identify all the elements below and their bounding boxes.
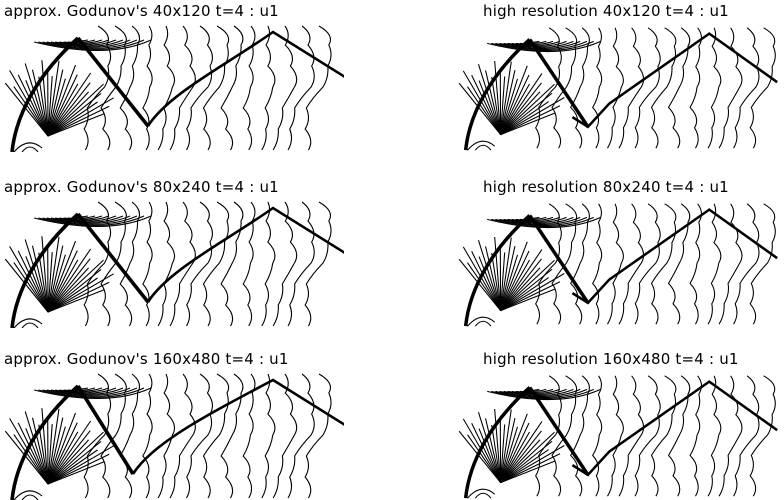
- contour-line: [750, 28, 775, 148]
- contour-line: [143, 202, 152, 326]
- panel-title: high resolution 40x120 t=4 : u1: [483, 2, 729, 20]
- contour-line: [22, 323, 38, 328]
- contour-plot: [4, 24, 344, 152]
- contour-line: [635, 376, 660, 496]
- contour-line: [635, 204, 660, 324]
- contour-line: [501, 268, 540, 311]
- contour-line: [186, 374, 212, 498]
- panel-high-160x480: high resolution 160x480 t=4 : u1: [454, 350, 784, 500]
- contour-line: [170, 202, 195, 326]
- contour-line: [221, 26, 243, 150]
- contour-line: [158, 26, 174, 150]
- contour-plot: [4, 372, 344, 500]
- contour-line: [143, 26, 152, 150]
- contour-line: [734, 376, 759, 496]
- contour-line: [475, 321, 491, 326]
- panel-title: high resolution 160x480 t=4 : u1: [483, 350, 739, 368]
- panel-approx-160x480: approx. Godunov's 160x480 t=4 : u1: [4, 350, 344, 500]
- panel-title: approx. Godunov's 80x240 t=4 : u1: [4, 178, 279, 196]
- contour-line: [750, 376, 775, 496]
- panel-approx-80x240: approx. Godunov's 80x240 t=4 : u1: [4, 178, 344, 328]
- contour-plot: [454, 24, 784, 152]
- contour-line: [593, 376, 602, 496]
- contour-line: [501, 440, 540, 483]
- panel-title: high resolution 80x240 t=4 : u1: [483, 178, 729, 196]
- incident-shock-line: [530, 39, 588, 126]
- incident-shock-line: [530, 387, 588, 474]
- contour-line: [708, 376, 721, 496]
- contour-line: [22, 495, 38, 500]
- contour-line: [734, 204, 759, 324]
- panel-title: approx. Godunov's 160x480 t=4 : u1: [4, 350, 289, 368]
- contour-line: [719, 204, 742, 324]
- contour-line: [475, 493, 491, 498]
- contour-line: [593, 28, 602, 148]
- contour-line: [262, 374, 275, 498]
- contour-line: [669, 28, 690, 148]
- contour-line: [607, 376, 623, 496]
- contour-line: [635, 28, 660, 148]
- panel-high-80x240: high resolution 80x240 t=4 : u1: [454, 178, 784, 328]
- contour-line: [501, 92, 540, 135]
- contour-line: [158, 374, 174, 498]
- contour-line: [669, 376, 690, 496]
- contour-line: [143, 374, 152, 498]
- contour-line: [158, 202, 174, 326]
- contour-line: [305, 202, 331, 326]
- contour-line: [719, 376, 742, 496]
- contour-line: [475, 145, 491, 150]
- incident-shock-line: [530, 215, 588, 302]
- contour-line: [734, 28, 759, 148]
- contour-line: [170, 26, 195, 150]
- contour-line: [305, 26, 331, 150]
- contour-line: [593, 204, 602, 324]
- contour-line: [22, 147, 38, 152]
- contour-line: [607, 28, 623, 148]
- contour-line: [750, 204, 775, 324]
- contour-line: [221, 202, 243, 326]
- panel-approx-40x120: approx. Godunov's 40x120 t=4 : u1: [4, 2, 344, 152]
- contour-line: [48, 440, 89, 484]
- contour-line: [262, 26, 275, 150]
- panel-title: approx. Godunov's 40x120 t=4 : u1: [4, 2, 279, 20]
- contour-plot: [454, 372, 784, 500]
- contour-line: [221, 374, 243, 498]
- contour-line: [305, 374, 331, 498]
- contour-plot: [454, 200, 784, 328]
- contour-line: [48, 92, 89, 136]
- panel-high-40x120: high resolution 40x120 t=4 : u1: [454, 2, 784, 152]
- contour-line: [48, 268, 89, 312]
- contour-plot: [4, 200, 344, 328]
- contour-line: [708, 204, 721, 324]
- contour-line: [719, 28, 742, 148]
- contour-line: [708, 28, 721, 148]
- contour-line: [607, 204, 623, 324]
- contour-line: [669, 204, 690, 324]
- contour-line: [262, 202, 275, 326]
